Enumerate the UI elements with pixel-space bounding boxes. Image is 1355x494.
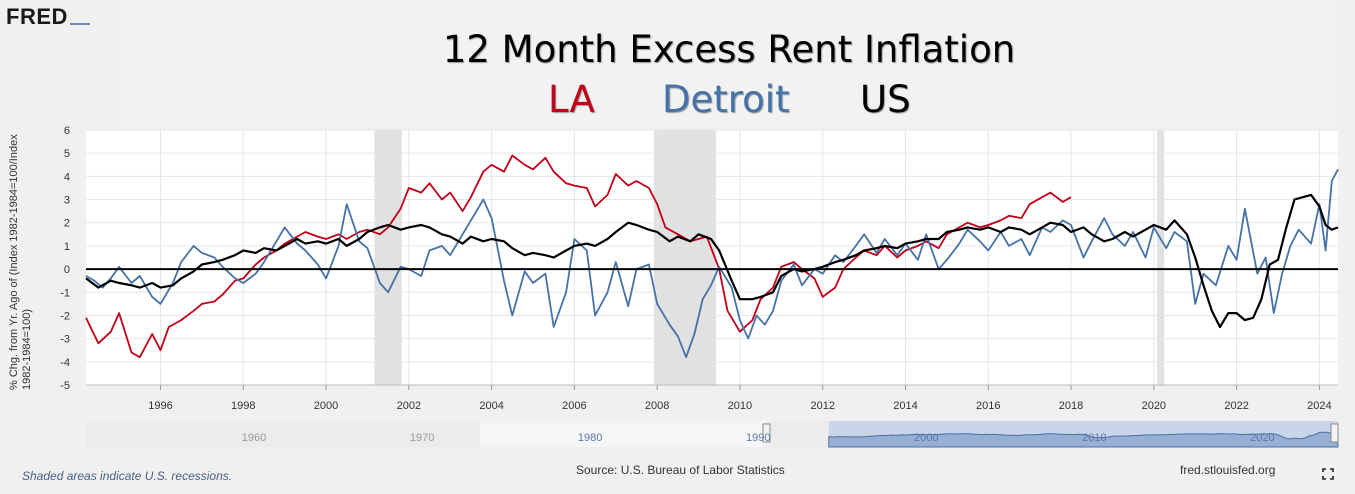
subtitle-detroit: Detroit <box>662 78 790 121</box>
x-tick-label: 2004 <box>479 400 503 412</box>
series-line-la <box>85 154 1072 359</box>
recession-shading <box>374 130 1165 385</box>
subtitle-us: US <box>860 78 911 121</box>
navigator-selection <box>828 421 1338 447</box>
x-tick-label: 2024 <box>1307 400 1331 412</box>
y-tick-label: 1 <box>64 241 70 253</box>
navigator-tick-label: 1960 <box>242 432 266 444</box>
x-tick-label: 2018 <box>1059 400 1083 412</box>
y-tick-label: 6 <box>64 125 70 137</box>
x-tick-label: 2008 <box>645 400 669 412</box>
y-tick-label: 2 <box>64 218 70 230</box>
source-text: Source: U.S. Bureau of Labor Statistics <box>576 463 785 477</box>
subtitle-la: LA <box>548 78 595 121</box>
x-tick-label: 2002 <box>397 400 421 412</box>
y-tick-label: 0 <box>64 264 70 276</box>
range-navigator: 1960 1970 1980 1990 2000 2010 2020 <box>86 421 1339 448</box>
navigator-tick-label: 2020 <box>1250 432 1274 444</box>
y-tick-label: 4 <box>64 171 70 183</box>
x-tick-label: 2016 <box>976 400 1000 412</box>
y-tick-label: -1 <box>60 287 70 299</box>
series-line-detroit <box>85 168 1339 359</box>
fred-logo-text: FRED <box>6 4 68 29</box>
x-tick-label: 1996 <box>148 400 172 412</box>
navigator-tick-label: 1970 <box>410 432 434 444</box>
recession-band <box>653 130 716 385</box>
x-tick-label: 2022 <box>1224 400 1248 412</box>
y-tick-label: -5 <box>60 380 70 392</box>
x-tick-label: 2014 <box>893 400 917 412</box>
navigator-handle-right[interactable] <box>1330 423 1339 443</box>
series-line-us <box>85 193 1339 329</box>
navigator-tick-label: 2000 <box>914 432 938 444</box>
series-lines <box>85 154 1339 359</box>
plot-background <box>86 130 1338 385</box>
chart-title-block: 12 Month Excess Rent Inflation LA Detroi… <box>120 0 1338 128</box>
recession-band <box>374 130 402 385</box>
x-tick-label: 2010 <box>728 400 752 412</box>
x-tick-label: 2000 <box>314 400 338 412</box>
navigator-handle-left[interactable] <box>762 423 771 443</box>
navigator-tick-label: 1990 <box>746 432 770 444</box>
x-tick-label: 2020 <box>1142 400 1166 412</box>
fred-logo-graph-icon <box>69 11 90 26</box>
x-tick-label: 2006 <box>562 400 586 412</box>
x-tick-label: 1998 <box>231 400 255 412</box>
navigator-shade <box>480 421 766 447</box>
fred-logo[interactable]: FRED <box>6 4 90 30</box>
y-tick-label: 5 <box>64 148 70 160</box>
y-tick-label: -2 <box>60 310 70 322</box>
source-url-link[interactable]: fred.stlouisfed.org <box>1180 463 1276 477</box>
navigator-tick-label: 2010 <box>1082 432 1106 444</box>
grid-lines <box>86 129 1338 390</box>
x-tick-label: 2012 <box>810 400 834 412</box>
x-tick-labels: 1996 1998 2000 2002 2004 2006 2008 2010 2012 2014… <box>148 400 1331 412</box>
y-tick-label: 3 <box>64 195 70 207</box>
y-tick-label: -4 <box>60 357 70 369</box>
recession-band <box>1157 130 1165 385</box>
recession-note: Shaded areas indicate U.S. recessions. <box>22 469 233 483</box>
y-axis-label: % Chg. from Yr. Ago of (Index 1982-1984=… <box>8 134 33 390</box>
y-tick-label: -3 <box>60 334 70 346</box>
navigator-mini-series <box>828 431 1339 448</box>
navigator-track <box>86 421 1338 447</box>
navigator-tick-label: 1980 <box>578 432 602 444</box>
y-tick-labels: -5 -4 -3 -2 -1 0 1 2 3 4 5 6 <box>60 125 70 392</box>
chart-title: 12 Month Excess Rent Inflation <box>442 28 1016 71</box>
fullscreen-icon[interactable] <box>1322 468 1334 480</box>
